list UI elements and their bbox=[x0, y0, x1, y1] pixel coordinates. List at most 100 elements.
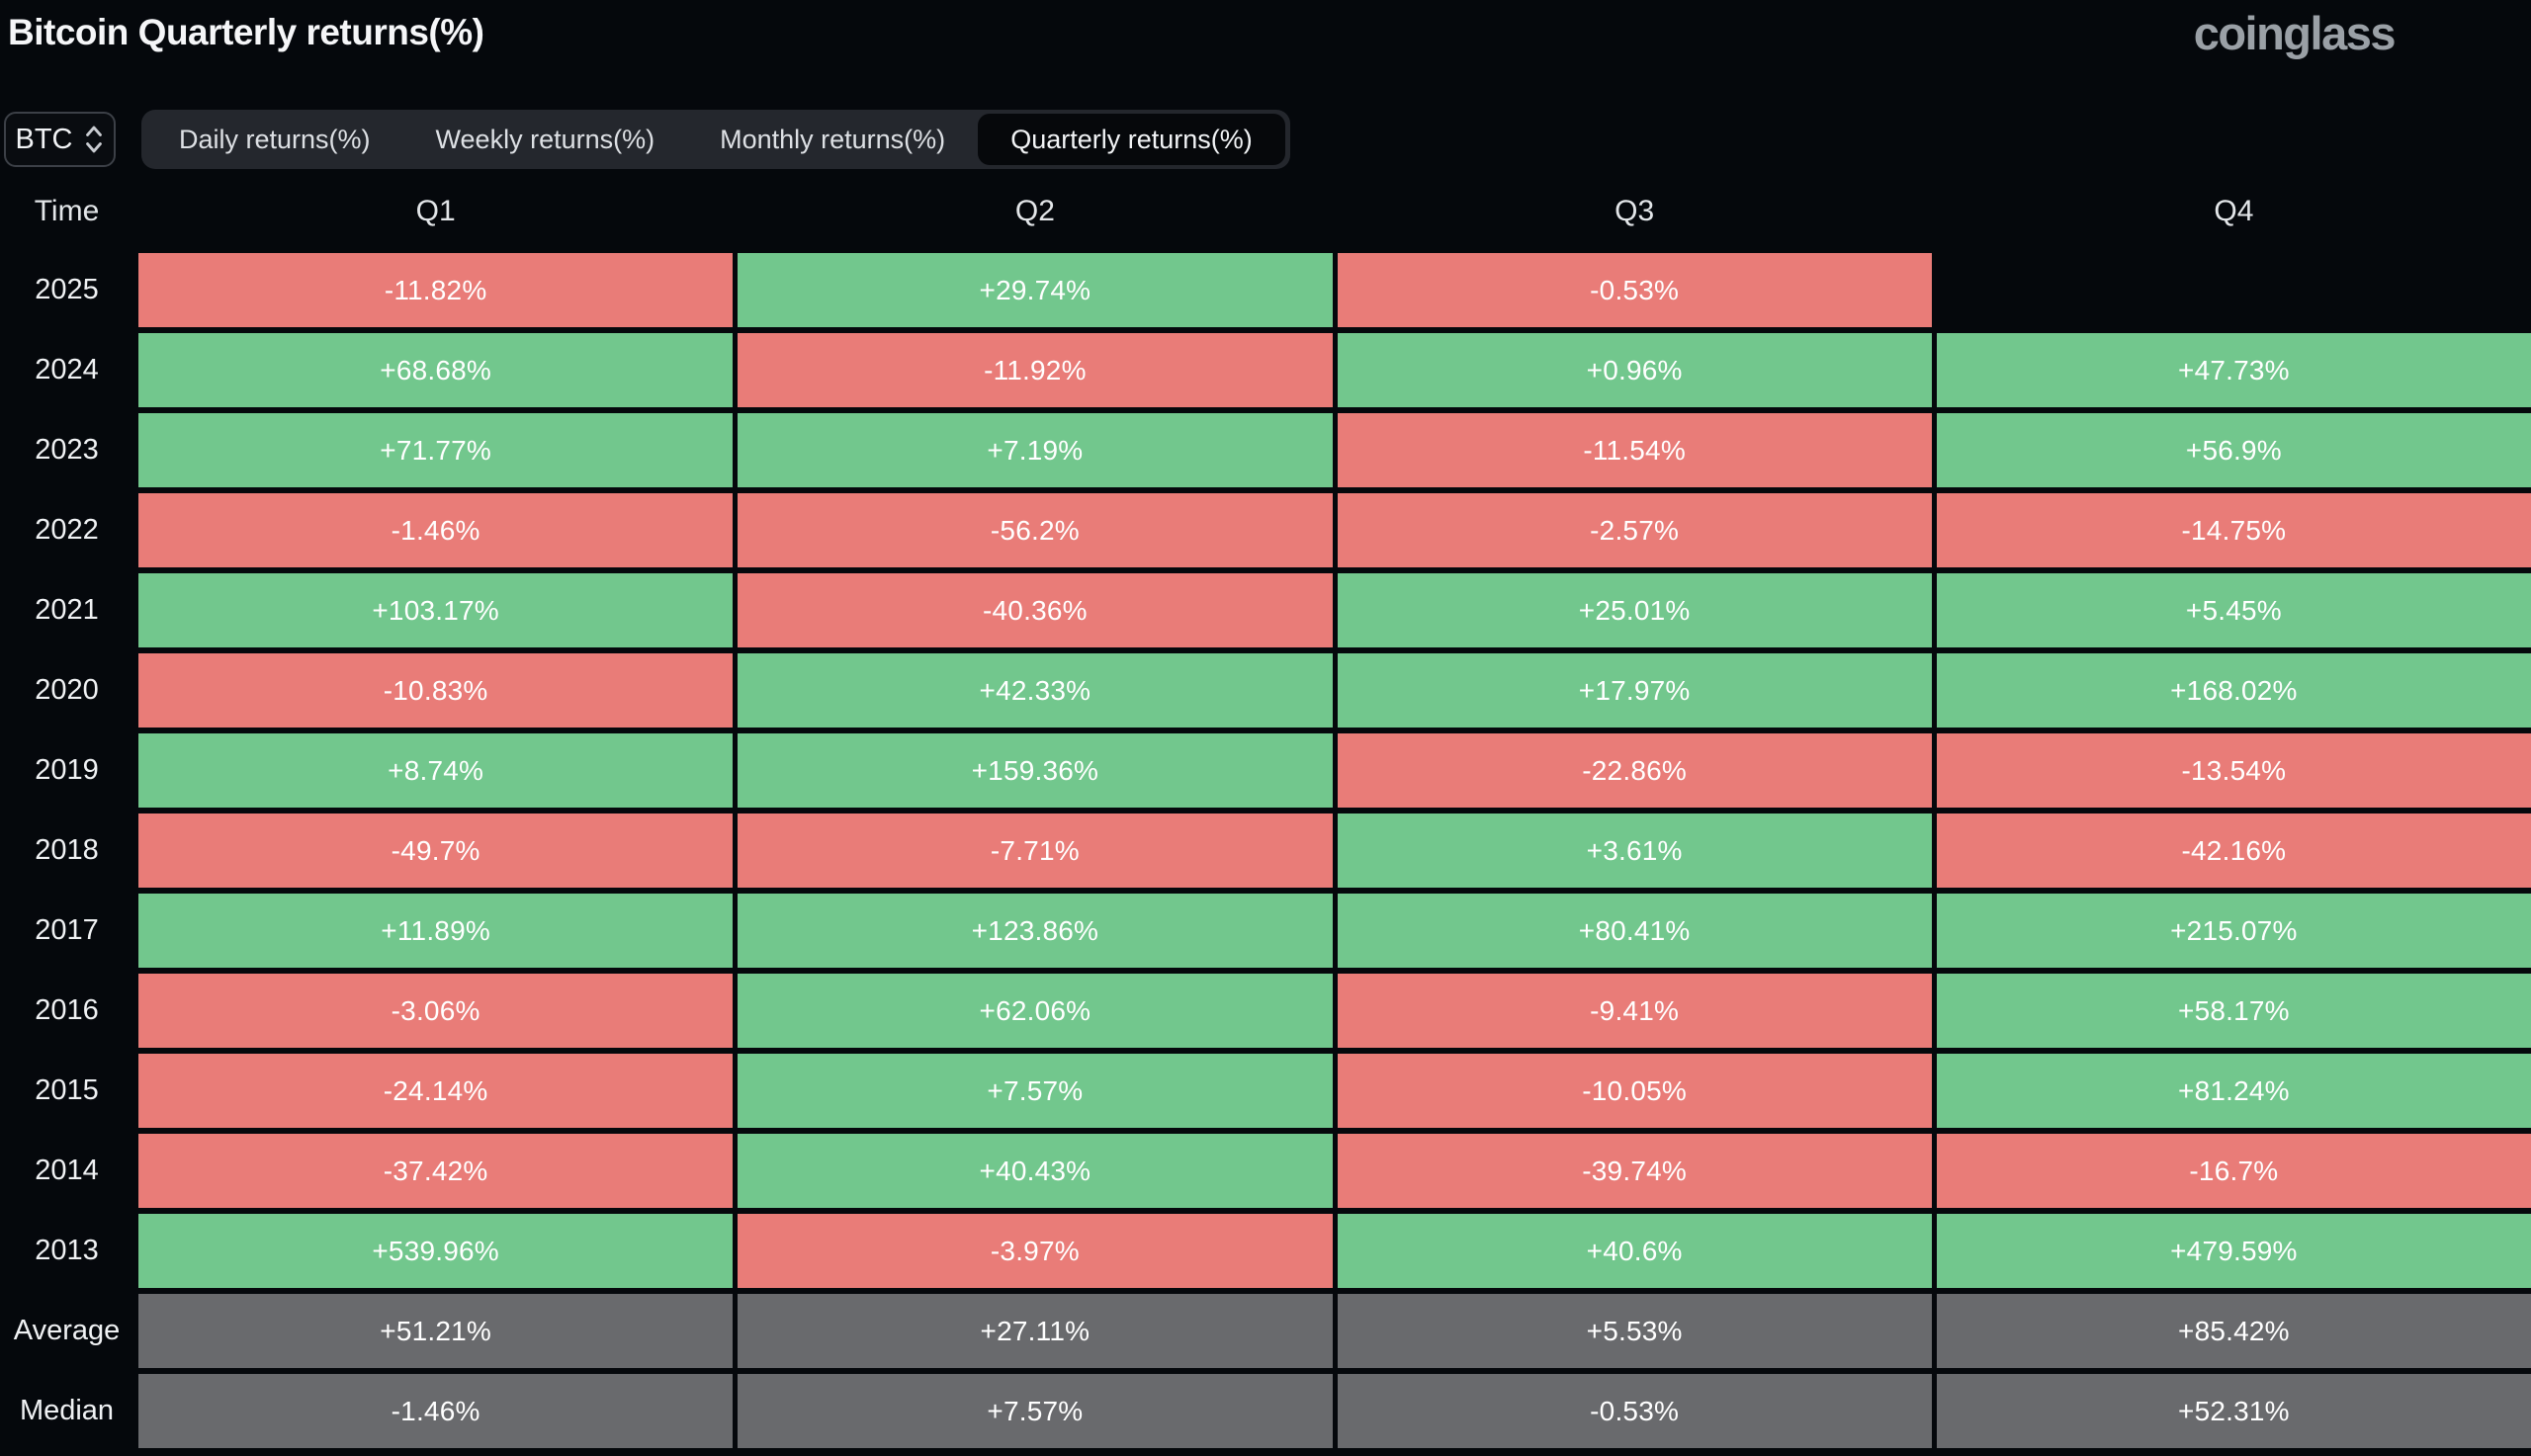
row-label: 2021 bbox=[35, 594, 99, 626]
table-row-2014: 2014 -37.42% +40.43% -39.74% -16.7% bbox=[0, 1134, 2531, 1208]
cell-q4: -14.75% bbox=[1936, 493, 2531, 567]
cell-q2: -11.92% bbox=[738, 333, 1333, 407]
cell-q1: -11.82% bbox=[138, 253, 734, 327]
cell-q3: +3.61% bbox=[1337, 814, 1932, 888]
cell-q2: +159.36% bbox=[738, 733, 1333, 808]
cell-q1: -24.14% bbox=[138, 1054, 734, 1128]
column-header-q4: Q4 bbox=[2214, 195, 2254, 227]
table-row-2023: 2023 +71.77% +7.19% -11.54% +56.9% bbox=[0, 413, 2531, 487]
cell-q3: -9.41% bbox=[1337, 974, 1932, 1048]
cell-q2: +27.11% bbox=[738, 1294, 1333, 1368]
cell-q4 bbox=[1937, 253, 2531, 327]
cell-q4: +52.31% bbox=[1936, 1374, 2531, 1448]
cell-q4: -13.54% bbox=[1936, 733, 2531, 808]
cell-q4: +47.73% bbox=[1936, 333, 2531, 407]
table-header-row: Time Q1 Q2 Q3 Q4 bbox=[0, 170, 2531, 253]
cell-q3: -39.74% bbox=[1337, 1134, 1932, 1208]
row-label: Median bbox=[19, 1395, 115, 1426]
row-label: 2022 bbox=[35, 514, 99, 546]
cell-q4: +5.45% bbox=[1936, 573, 2531, 647]
table-row-2018: 2018 -49.7% -7.71% +3.61% -42.16% bbox=[0, 814, 2531, 888]
cell-q2: +40.43% bbox=[738, 1134, 1333, 1208]
cell-q1: -37.42% bbox=[138, 1134, 734, 1208]
table-row-2019: 2019 +8.74% +159.36% -22.86% -13.54% bbox=[0, 733, 2531, 808]
updown-chevron-icon bbox=[85, 126, 102, 153]
cell-q4: +81.24% bbox=[1936, 1054, 2531, 1128]
cell-q2: -56.2% bbox=[738, 493, 1333, 567]
cell-q1: +103.17% bbox=[138, 573, 734, 647]
coin-selector[interactable]: BTC bbox=[4, 112, 116, 167]
cell-q2: -3.97% bbox=[738, 1214, 1333, 1288]
cell-q3: -22.86% bbox=[1337, 733, 1932, 808]
cell-q4: -42.16% bbox=[1936, 814, 2531, 888]
row-label: 2018 bbox=[35, 834, 99, 866]
tab-weekly-returns[interactable]: Weekly returns(%) bbox=[435, 124, 655, 154]
tab-monthly-returns[interactable]: Monthly returns(%) bbox=[720, 124, 946, 154]
table-row-average: Average +51.21% +27.11% +5.53% +85.42% bbox=[0, 1294, 2531, 1368]
cell-q3: -0.53% bbox=[1337, 253, 1932, 327]
table-row-2017: 2017 +11.89% +123.86% +80.41% +215.07% bbox=[0, 894, 2531, 968]
cell-q3: -0.53% bbox=[1337, 1374, 1932, 1448]
cell-q2: +7.57% bbox=[738, 1054, 1333, 1128]
cell-q4: +85.42% bbox=[1936, 1294, 2531, 1368]
page-title: Bitcoin Quarterly returns(%) bbox=[8, 12, 484, 52]
cell-q2: +42.33% bbox=[738, 653, 1333, 728]
controls-row: BTC Daily returns(%) Weekly returns(%) Mon… bbox=[4, 110, 1290, 169]
cell-q1: -1.46% bbox=[138, 1374, 734, 1448]
tab-daily-returns[interactable]: Daily returns(%) bbox=[179, 124, 371, 154]
column-header-q1: Q1 bbox=[415, 195, 456, 227]
column-header-q2: Q2 bbox=[1014, 195, 1055, 227]
cell-q4: +58.17% bbox=[1936, 974, 2531, 1048]
cell-q1: -49.7% bbox=[138, 814, 734, 888]
cell-q4: +56.9% bbox=[1936, 413, 2531, 487]
topbar: Bitcoin Quarterly returns(%) coinglass bbox=[0, 0, 2531, 109]
cell-q3: +0.96% bbox=[1337, 333, 1932, 407]
cell-q1: -3.06% bbox=[138, 974, 734, 1048]
row-label: Average bbox=[13, 1315, 121, 1346]
cell-q1: +11.89% bbox=[138, 894, 734, 968]
row-label: 2014 bbox=[35, 1155, 99, 1186]
cell-q1: +8.74% bbox=[138, 733, 734, 808]
row-label: 2013 bbox=[35, 1235, 99, 1266]
cell-q1: +539.96% bbox=[138, 1214, 734, 1288]
cell-q1: -10.83% bbox=[138, 653, 734, 728]
table-row-2024: 2024 +68.68% -11.92% +0.96% +47.73% bbox=[0, 333, 2531, 407]
coinglass-logo: coinglass bbox=[2193, 7, 2397, 59]
row-label: 2017 bbox=[35, 914, 99, 946]
row-label: 2024 bbox=[35, 354, 99, 385]
row-label: 2016 bbox=[35, 994, 99, 1026]
cell-q3: -11.54% bbox=[1337, 413, 1932, 487]
cell-q3: +80.41% bbox=[1337, 894, 1932, 968]
cell-q3: +17.97% bbox=[1337, 653, 1932, 728]
cell-q4: +168.02% bbox=[1936, 653, 2531, 728]
returns-period-tabbar: Daily returns(%) Weekly returns(%) Monthly… bbox=[141, 110, 1290, 169]
cell-q2: +7.57% bbox=[738, 1374, 1333, 1448]
cell-q1: +51.21% bbox=[138, 1294, 734, 1368]
table-row-2015: 2015 -24.14% +7.57% -10.05% +81.24% bbox=[0, 1054, 2531, 1128]
table-row-2021: 2021 +103.17% -40.36% +25.01% +5.45% bbox=[0, 573, 2531, 647]
tab-quarterly-returns[interactable]: Quarterly returns(%) bbox=[978, 114, 1285, 165]
table-row-2022: 2022 -1.46% -56.2% -2.57% -14.75% bbox=[0, 493, 2531, 567]
cell-q1: -1.46% bbox=[138, 493, 734, 567]
cell-q2: +29.74% bbox=[738, 253, 1333, 327]
cell-q2: -7.71% bbox=[738, 814, 1333, 888]
coin-selector-value: BTC bbox=[15, 123, 73, 155]
table-row-2020: 2020 -10.83% +42.33% +17.97% +168.02% bbox=[0, 653, 2531, 728]
cell-q3: -2.57% bbox=[1337, 493, 1932, 567]
column-header-time: Time bbox=[34, 195, 100, 227]
row-label: 2015 bbox=[35, 1074, 99, 1106]
column-header-q3: Q3 bbox=[1615, 195, 1655, 227]
cell-q2: +62.06% bbox=[738, 974, 1333, 1048]
cell-q4: +479.59% bbox=[1936, 1214, 2531, 1288]
row-label: 2025 bbox=[35, 274, 99, 305]
row-label: 2019 bbox=[35, 754, 99, 786]
quarterly-returns-table: Time Q1 Q2 Q3 Q4 2025 -11.82% +29.74% -0.53% 202… bbox=[0, 170, 2531, 1448]
row-label: 2023 bbox=[35, 434, 99, 466]
cell-q3: -10.05% bbox=[1337, 1054, 1932, 1128]
table-row-2016: 2016 -3.06% +62.06% -9.41% +58.17% bbox=[0, 974, 2531, 1048]
cell-q4: -16.7% bbox=[1936, 1134, 2531, 1208]
table-body: 2025 -11.82% +29.74% -0.53% 2024 +68.68% -11.9… bbox=[0, 253, 2531, 1448]
cell-q3: +40.6% bbox=[1337, 1214, 1932, 1288]
cell-q2: +7.19% bbox=[738, 413, 1333, 487]
cell-q4: +215.07% bbox=[1936, 894, 2531, 968]
